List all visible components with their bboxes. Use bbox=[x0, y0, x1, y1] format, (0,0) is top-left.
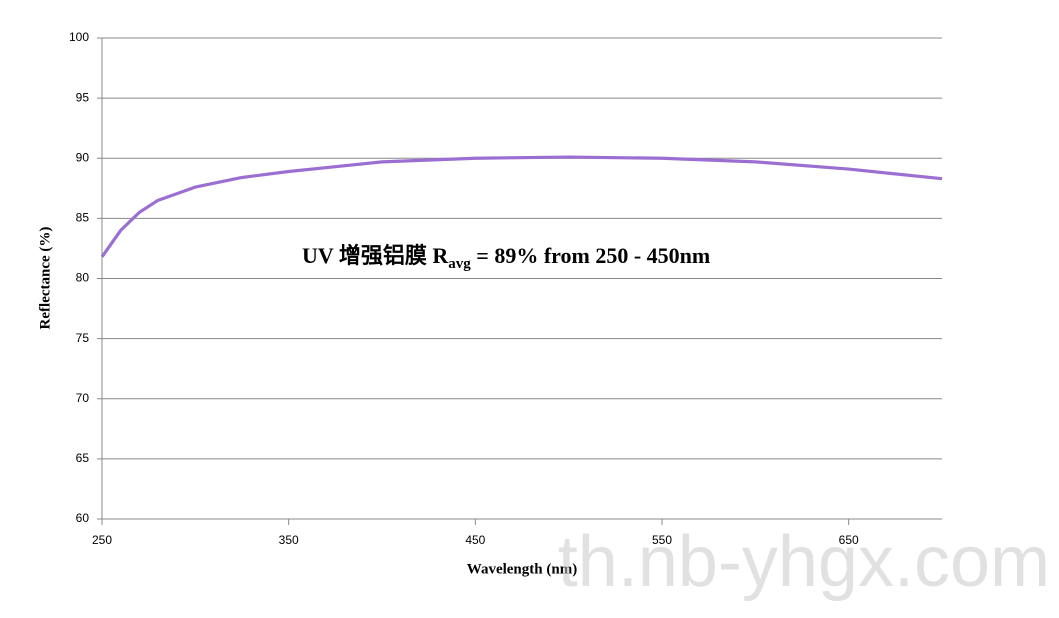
y-tick-label: 90 bbox=[76, 150, 90, 164]
x-axis-label: Wavelength (nm) bbox=[467, 561, 577, 577]
x-tick-label: 450 bbox=[465, 533, 485, 547]
annotation-subscript: avg bbox=[448, 256, 471, 272]
y-tick-label: 95 bbox=[76, 90, 90, 104]
watermark: th.nb-yhgx.com bbox=[558, 522, 1050, 602]
x-tick-label: 550 bbox=[652, 533, 672, 547]
x-tick-label: 350 bbox=[279, 533, 299, 547]
x-tick-label: 250 bbox=[92, 533, 112, 547]
y-tick-label: 85 bbox=[76, 211, 90, 225]
y-axis-label: Reflectance (%) bbox=[37, 227, 53, 330]
y-tick-label: 80 bbox=[76, 271, 90, 285]
annotation-suffix: = 89% from 250 - 450nm bbox=[471, 243, 710, 268]
y-tick-label: 100 bbox=[69, 30, 89, 44]
data-line bbox=[100, 155, 943, 258]
y-tick-label: 75 bbox=[76, 331, 90, 345]
y-tick-label: 65 bbox=[76, 451, 90, 465]
x-tick-label: 650 bbox=[839, 533, 859, 547]
y-tick-label: 60 bbox=[76, 511, 90, 525]
annotation: UV 增强铝膜 Ravg = 89% from 250 - 450nm bbox=[302, 243, 710, 272]
y-tick-label: 70 bbox=[76, 391, 90, 405]
annotation-text: UV 增强铝膜 R bbox=[302, 243, 449, 268]
